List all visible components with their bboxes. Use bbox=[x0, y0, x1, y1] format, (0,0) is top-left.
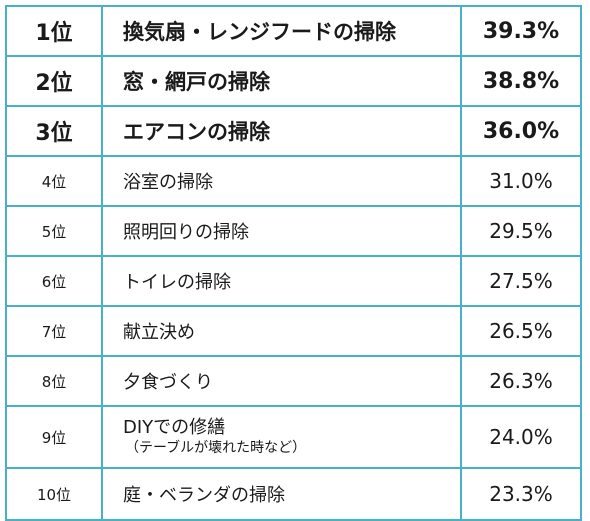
rank-cell: 7位 bbox=[7, 307, 103, 355]
rank-cell: 10位 bbox=[7, 469, 103, 519]
table-row: 4位 浴室の掃除 31.0% bbox=[7, 157, 580, 207]
table-row: 3位 エアコンの掃除 36.0% bbox=[7, 107, 580, 157]
percent-cell: 36.0% bbox=[482, 118, 560, 144]
rank-cell: 9位 bbox=[7, 407, 103, 467]
table-row: 1位 換気扇・レンジフードの掃除 39.3% bbox=[7, 7, 580, 57]
percent-cell: 31.0% bbox=[489, 169, 553, 193]
item-cell: 照明回りの掃除 bbox=[103, 207, 462, 255]
item-cell: DIYでの修繕 （テーブルが壊れた時など） bbox=[103, 407, 462, 467]
item-cell: 換気扇・レンジフードの掃除 bbox=[103, 7, 462, 55]
table-row: 10位 庭・ベランダの掃除 23.3% bbox=[7, 469, 580, 519]
item-cell: 浴室の掃除 bbox=[103, 157, 462, 205]
percent-cell: 27.5% bbox=[489, 269, 553, 293]
item-cell: 夕食づくり bbox=[103, 357, 462, 405]
rank-cell: 4位 bbox=[7, 157, 103, 205]
rank-cell: 8位 bbox=[7, 357, 103, 405]
item-cell: エアコンの掃除 bbox=[103, 107, 462, 155]
percent-cell: 24.0% bbox=[489, 425, 553, 449]
rank-cell: 3位 bbox=[7, 107, 103, 155]
rank-cell: 5位 bbox=[7, 207, 103, 255]
table-row: 7位 献立決め 26.5% bbox=[7, 307, 580, 357]
item-main-text: DIYでの修繕 bbox=[123, 417, 226, 438]
percent-cell: 39.3% bbox=[482, 18, 560, 44]
percent-cell: 26.3% bbox=[489, 369, 553, 393]
ranking-table: 1位 換気扇・レンジフードの掃除 39.3% 2位 窓・網戸の掃除 38.8% … bbox=[5, 5, 582, 521]
table-row: 9位 DIYでの修繕 （テーブルが壊れた時など） 24.0% bbox=[7, 407, 580, 469]
percent-cell: 38.8% bbox=[482, 68, 560, 94]
table-row: 8位 夕食づくり 26.3% bbox=[7, 357, 580, 407]
item-cell: トイレの掃除 bbox=[103, 257, 462, 305]
percent-cell: 29.5% bbox=[489, 219, 553, 243]
item-sub-text: （テーブルが壊れた時など） bbox=[125, 439, 307, 456]
rank-cell: 1位 bbox=[7, 7, 103, 55]
item-cell: 庭・ベランダの掃除 bbox=[103, 469, 462, 519]
table-row: 2位 窓・網戸の掃除 38.8% bbox=[7, 57, 580, 107]
rank-cell: 2位 bbox=[7, 57, 103, 105]
percent-cell: 26.5% bbox=[489, 319, 553, 343]
rank-cell: 6位 bbox=[7, 257, 103, 305]
table-row: 5位 照明回りの掃除 29.5% bbox=[7, 207, 580, 257]
table-row: 6位 トイレの掃除 27.5% bbox=[7, 257, 580, 307]
percent-cell: 23.3% bbox=[489, 482, 553, 506]
item-cell: 窓・網戸の掃除 bbox=[103, 57, 462, 105]
item-cell: 献立決め bbox=[103, 307, 462, 355]
